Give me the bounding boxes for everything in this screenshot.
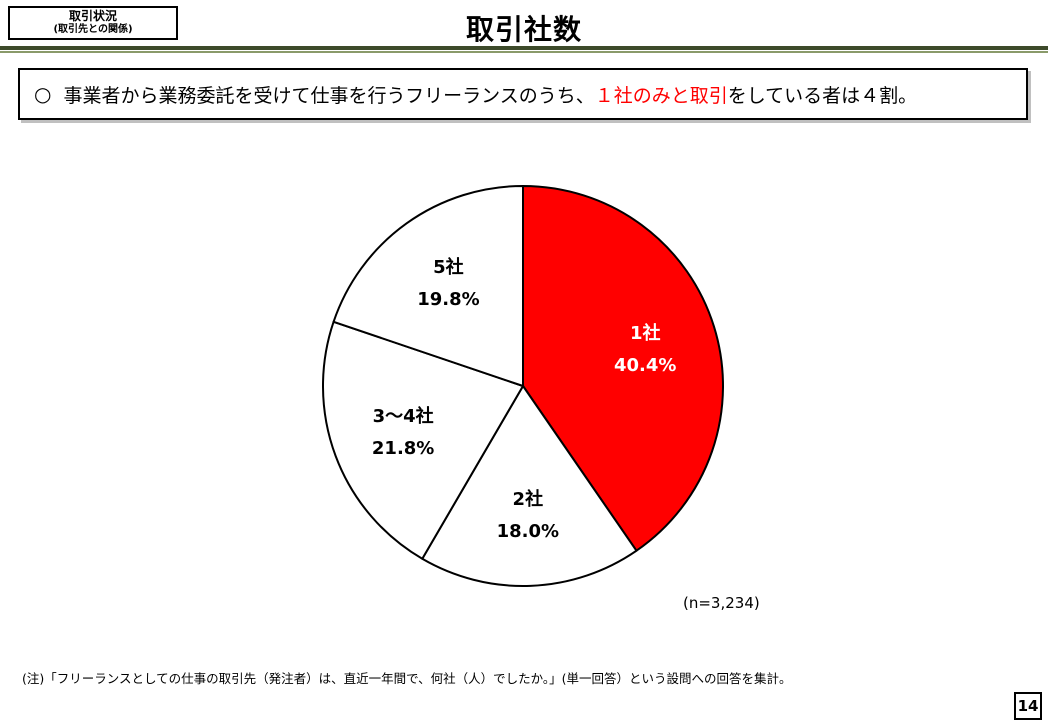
pie-slice-label-2: 3～4社 — [373, 405, 434, 427]
pie-slice-value-2: 21.8% — [372, 438, 434, 459]
pie-slice-label-3: 5社 — [433, 256, 464, 278]
pie-slice-label-1: 2社 — [513, 488, 544, 510]
pie-slice-3 — [332, 185, 524, 387]
section-tag: 取引状況 (取引先との関係) — [8, 6, 178, 40]
section-tag-subtitle: (取引先との関係) — [53, 24, 133, 35]
page-title: 取引社数 — [465, 13, 582, 46]
pie-slice-1 — [421, 385, 638, 587]
pie-slice-value-1: 18.0% — [497, 521, 559, 542]
pie-slice-value-3: 19.8% — [417, 289, 479, 310]
sample-size-note: (n=3,234) — [683, 594, 760, 612]
section-tag-title: 取引状況 — [68, 9, 117, 23]
bullet-circle-icon: ○ — [34, 82, 52, 106]
pie-slice-2 — [322, 320, 524, 560]
summary-text-before: 事業者から業務委託を受けて仕事を行うフリーランスのうち、 — [63, 84, 595, 107]
page-number: 14 — [1014, 692, 1042, 720]
pie-slice-value-0: 40.4% — [614, 355, 676, 376]
summary-highlight: １社のみと取引 — [594, 84, 728, 107]
summary-box: ○ 事業者から業務委託を受けて仕事を行うフリーランスのうち、 １社のみと取引 を… — [18, 68, 1028, 120]
title-divider-accent — [0, 51, 1048, 53]
summary-text-after: をしている者は４割。 — [727, 84, 918, 107]
footnote: (注)「フリーランスとしての仕事の取引先（発注者）は、直近一年間で、何社（人）で… — [22, 671, 792, 686]
pie-slice-label-0: 1社 — [630, 322, 661, 344]
pie-slice-0 — [522, 185, 724, 552]
title-divider — [0, 46, 1048, 50]
